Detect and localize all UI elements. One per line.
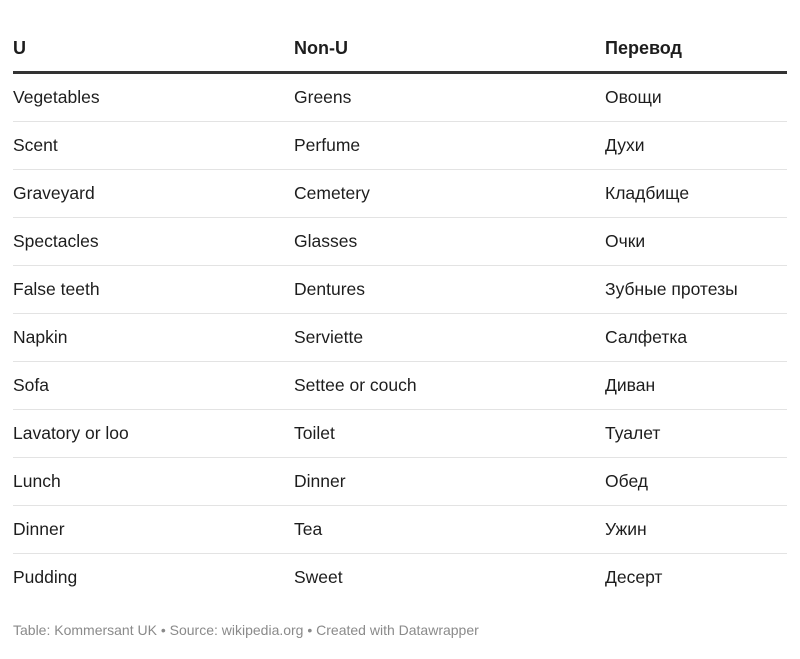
cell-translation: Туалет (605, 423, 661, 443)
table-row: Dinner Tea Ужин (13, 506, 787, 554)
cell-u: Lavatory or loo (13, 423, 129, 443)
cell-u: Lunch (13, 471, 61, 491)
cell-u: Dinner (13, 519, 65, 539)
table-row: Napkin Serviette Салфетка (13, 314, 787, 362)
table-row: Vegetables Greens Овощи (13, 74, 787, 122)
table-footer-credit: Table: Kommersant UK • Source: wikipedia… (13, 622, 479, 638)
table-row: Spectacles Glasses Очки (13, 218, 787, 266)
table-row: Sofa Settee or couch Диван (13, 362, 787, 410)
cell-translation: Салфетка (605, 327, 688, 347)
cell-translation: Духи (605, 135, 645, 155)
cell-non-u: Perfume (294, 135, 361, 155)
cell-non-u: Serviette (294, 327, 364, 347)
cell-u: Pudding (13, 567, 78, 587)
table-row: Graveyard Cemetery Кладбище (13, 170, 787, 218)
cell-u: Spectacles (13, 231, 99, 251)
column-header-translation: Перевод (605, 38, 682, 58)
cell-u: Vegetables (13, 87, 100, 107)
column-header-u: U (13, 38, 26, 58)
cell-non-u: Settee or couch (294, 375, 417, 395)
cell-translation: Овощи (605, 87, 662, 107)
cell-non-u: Dinner (294, 471, 346, 491)
table-row: False teeth Dentures Зубные протезы (13, 266, 787, 314)
cell-u: Scent (13, 135, 58, 155)
cell-translation: Зубные протезы (605, 279, 738, 299)
table-row: Lunch Dinner Обед (13, 458, 787, 506)
cell-translation: Ужин (605, 519, 647, 539)
cell-non-u: Tea (294, 519, 323, 539)
cell-translation: Диван (605, 375, 656, 395)
table-row: Pudding Sweet Десерт (13, 554, 787, 601)
cell-non-u: Glasses (294, 231, 358, 251)
cell-u: Graveyard (13, 183, 95, 203)
cell-non-u: Dentures (294, 279, 366, 299)
cell-u: Sofa (13, 375, 49, 395)
data-table: U Non-U Перевод Vegetables Greens Овощи … (13, 0, 787, 601)
cell-u: Napkin (13, 327, 68, 347)
cell-non-u: Toilet (294, 423, 335, 443)
column-header-non-u: Non-U (294, 38, 348, 58)
cell-translation: Десерт (605, 567, 663, 587)
table-header-row: U Non-U Перевод (13, 0, 787, 74)
cell-non-u: Cemetery (294, 183, 370, 203)
cell-non-u: Greens (294, 87, 352, 107)
cell-u: False teeth (13, 279, 100, 299)
cell-translation: Очки (605, 231, 646, 251)
cell-translation: Кладбище (605, 183, 690, 203)
cell-translation: Обед (605, 471, 648, 491)
table-row: Lavatory or loo Toilet Туалет (13, 410, 787, 458)
cell-non-u: Sweet (294, 567, 343, 587)
table-row: Scent Perfume Духи (13, 122, 787, 170)
